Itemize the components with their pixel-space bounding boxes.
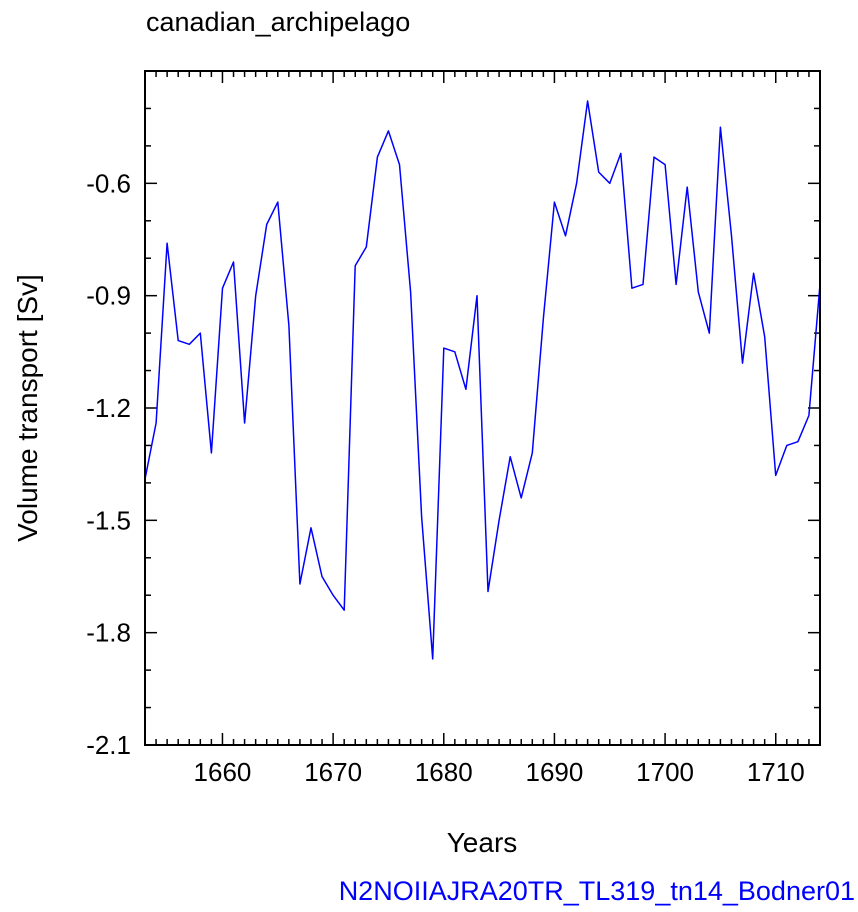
x-tick-label: 1690 [526,757,584,787]
plot-frame [144,70,821,746]
y-tick-label: -1.5 [86,505,131,535]
x-axis-label: Years [447,827,518,858]
y-axis-label: Volume transport [Sv] [12,274,43,542]
series-line [144,100,821,660]
y-tick-label: -1.8 [86,618,131,648]
x-tick-label: 1670 [304,757,362,787]
x-tick-label: 1680 [415,757,473,787]
tick-labels: 1660 1670 1680 1690 1700 1710 -2.1 -1.8 -1.5 -1.2… [86,168,804,787]
y-tick-label: -1.2 [86,393,131,423]
y-tick-label: -0.9 [86,281,131,311]
chart-title: canadian_archipelago [146,7,410,37]
y-tick-label: -2.1 [86,730,131,760]
y-tick-label: -0.6 [86,168,131,198]
x-tick-label: 1710 [747,757,805,787]
x-tick-label: 1660 [194,757,252,787]
credit-label: N2NOIIAJRA20TR_TL319_tn14_Bodner01 [339,876,855,906]
x-tick-label: 1700 [636,757,694,787]
